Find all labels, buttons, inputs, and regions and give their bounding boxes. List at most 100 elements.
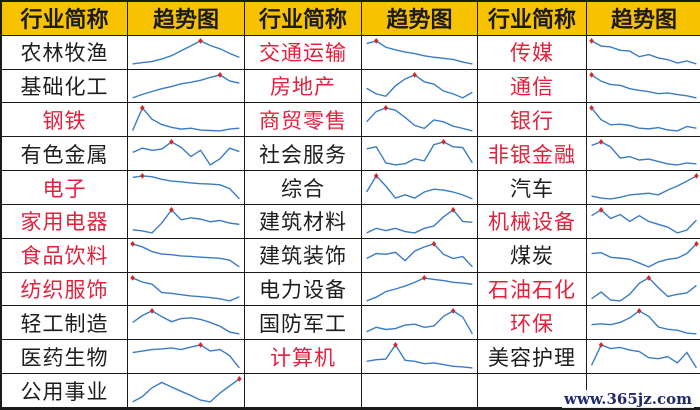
trend-line [592, 210, 697, 233]
trend-line [367, 41, 473, 64]
sparkline [587, 308, 700, 339]
trend-chart [587, 103, 700, 138]
industry-name: 煤炭 [478, 238, 587, 273]
sparkline [362, 173, 477, 204]
trend-line [133, 345, 240, 368]
industry-name: 环保 [478, 306, 587, 341]
industry-name: 食品饮料 [2, 238, 128, 273]
trend-chart [128, 374, 245, 408]
peak-marker [130, 274, 135, 281]
empty-cell [362, 374, 478, 408]
industry-name: 石油石化 [478, 272, 587, 307]
trend-line [592, 244, 697, 267]
sparkline [128, 376, 242, 407]
trend-chart [362, 69, 478, 104]
industry-name: 通信 [478, 69, 587, 104]
industry-name: 建筑装饰 [245, 238, 362, 273]
sparkline [587, 240, 699, 272]
trend-chart [128, 103, 245, 138]
peak-marker [598, 342, 604, 349]
trend-chart [362, 272, 478, 307]
industry-name: 建筑材料 [245, 204, 362, 239]
sparkline [362, 274, 477, 306]
trend-chart [128, 137, 245, 172]
industry-name: 美容护理 [478, 340, 587, 375]
industry-name: 公用事业 [2, 374, 128, 408]
sparkline [362, 71, 477, 103]
trend-chart [587, 137, 700, 172]
trend-line [592, 176, 697, 199]
sparkline [587, 274, 700, 306]
peak-marker [373, 37, 379, 44]
trend-chart [587, 204, 700, 239]
sparkline [128, 308, 244, 339]
trend-chart [128, 272, 245, 307]
sparkline [128, 342, 244, 373]
industry-name: 房地产 [245, 69, 362, 104]
peak-marker [198, 37, 203, 44]
trend-line [592, 345, 697, 368]
industry-name: 基础化工 [2, 69, 128, 104]
trend-line [367, 210, 473, 233]
watermark: www.365jz.com [562, 390, 694, 408]
header-trend-chart: 趋势图 [128, 2, 245, 36]
sparkline [130, 240, 244, 272]
peak-marker [217, 71, 223, 78]
sparkline [128, 71, 244, 103]
sparkline [362, 139, 477, 170]
industry-name: 医药生物 [2, 340, 128, 375]
trend-chart [128, 35, 245, 70]
header-industry-name: 行业简称 [2, 2, 128, 36]
trend-line [367, 142, 473, 165]
trend-chart [362, 137, 478, 172]
industry-name: 商贸零售 [245, 103, 362, 138]
industry-name: 机械设备 [478, 204, 587, 239]
trend-chart [587, 238, 700, 273]
trend-line [133, 311, 240, 334]
sparkline [362, 240, 477, 272]
peak-marker [441, 139, 446, 146]
industry-name: 钢铁 [2, 103, 128, 138]
trend-chart [128, 204, 245, 239]
peak-marker [431, 240, 437, 247]
trend-line [592, 278, 697, 301]
trend-chart [587, 171, 700, 205]
trend-chart [128, 340, 245, 375]
industry-name: 电子 [2, 171, 128, 205]
peak-marker [694, 240, 699, 247]
sparkline [128, 139, 244, 170]
trend-line [367, 176, 473, 199]
empty-cell [245, 374, 362, 408]
peak-marker [694, 173, 699, 179]
trend-line [133, 142, 240, 165]
trend-chart [128, 171, 245, 205]
peak-marker [149, 308, 155, 315]
trend-line [592, 108, 697, 131]
industry-name: 汽车 [478, 171, 587, 205]
industry-name: 家用电器 [2, 204, 128, 239]
sparkline [128, 105, 244, 136]
trend-line [133, 108, 240, 131]
trend-chart [362, 204, 478, 239]
peak-marker [589, 105, 594, 112]
trend-line [133, 41, 240, 64]
trend-chart [128, 69, 245, 104]
trend-chart [587, 35, 700, 70]
peak-marker [450, 207, 456, 213]
trend-line [367, 244, 473, 267]
sparkline [362, 207, 477, 238]
trend-chart [362, 306, 478, 341]
sparkline [587, 207, 700, 238]
trend-line [592, 142, 697, 165]
peak-marker [589, 71, 594, 78]
trend-chart [128, 238, 245, 273]
trend-chart [587, 272, 700, 307]
trend-chart [587, 306, 700, 341]
sparkline [128, 37, 244, 69]
peak-marker [169, 207, 174, 213]
sparkline [589, 105, 700, 136]
trend-line [592, 75, 697, 98]
trend-chart [362, 35, 478, 70]
trend-chart [362, 340, 478, 375]
